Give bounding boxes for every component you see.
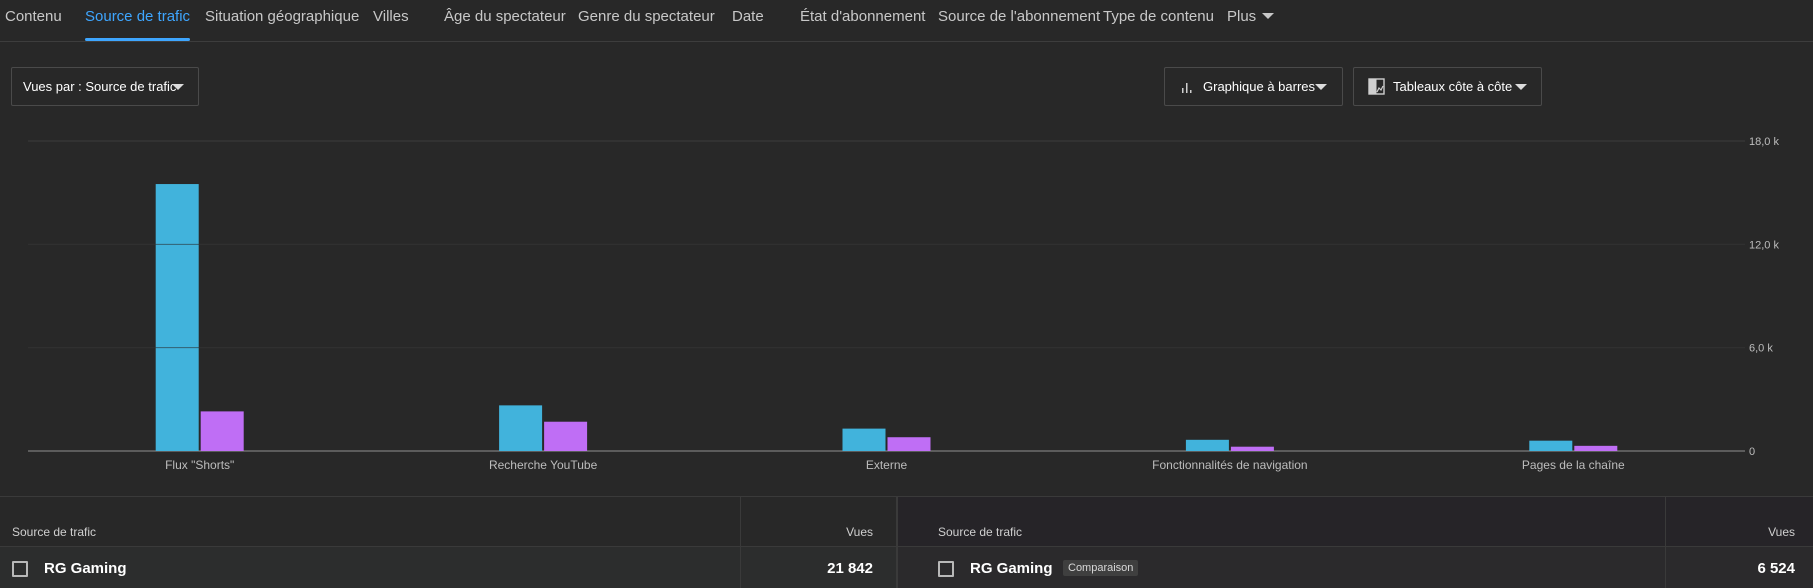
bar-comparison	[1230, 446, 1274, 451]
tab-plus-label: Plus	[1227, 8, 1257, 25]
chevron-down-icon	[1515, 84, 1527, 90]
bar-comparison	[200, 411, 244, 451]
tab-contenu[interactable]: Contenu	[5, 8, 62, 25]
chart-type-label: Graphique à barres	[1203, 79, 1316, 94]
x-category-label: Recherche YouTube	[489, 458, 598, 472]
tab-type-de-contenu[interactable]: Type de contenu	[1103, 8, 1214, 25]
bar-primary	[1185, 439, 1229, 451]
tab-age-du-spectateur[interactable]: Âge du spectateur	[444, 8, 566, 25]
main-table: Source de trafic Vues RG Gaming 21 842	[0, 497, 897, 588]
bar-comparison	[887, 437, 931, 451]
y-tick-label: 12,0 k	[1749, 239, 1779, 251]
tab-bar: Contenu Source de trafic Situation géogr…	[0, 0, 1813, 42]
header-source[interactable]: Source de trafic	[938, 525, 1023, 539]
chevron-down-icon	[172, 84, 184, 90]
row-channel-name: RG Gaming	[44, 560, 127, 577]
bar-comparison	[544, 421, 588, 451]
tab-source-abonnement[interactable]: Source de l'abonnement	[938, 8, 1101, 25]
y-tick-label: 18,0 k	[1749, 136, 1779, 148]
tab-genre-du-spectateur[interactable]: Genre du spectateur	[578, 8, 715, 25]
tab-etat-abonnement[interactable]: État d'abonnement	[800, 8, 926, 25]
y-tick-label: 6,0 k	[1749, 343, 1773, 355]
view-by-dropdown[interactable]: Vues par : Source de trafic	[11, 67, 199, 106]
x-category-label: Pages de la chaîne	[1522, 458, 1625, 472]
comparison-badge: Comparaison	[1063, 560, 1139, 576]
table-row	[898, 546, 1813, 588]
table-divider	[896, 497, 898, 588]
header-views[interactable]: Vues	[1768, 525, 1795, 539]
row-checkbox[interactable]	[12, 561, 28, 577]
column-separator	[1665, 497, 1666, 588]
chart-type-dropdown[interactable]: Graphique à barres	[1164, 67, 1343, 106]
bar-primary	[1529, 440, 1573, 451]
tab-source-de-trafic[interactable]: Source de trafic	[85, 0, 191, 42]
x-category-label: Externe	[866, 458, 908, 472]
tab-situation-geographique[interactable]: Situation géographique	[205, 8, 360, 25]
tab-date[interactable]: Date	[732, 8, 764, 25]
header-views[interactable]: Vues	[846, 525, 873, 539]
chevron-down-icon	[1315, 84, 1327, 90]
traffic-source-bar-chart: 0 6,0 k 12,0 k 18,0 k Flux "Shorts" Recherche…	[28, 136, 1779, 472]
row-checkbox[interactable]	[938, 561, 954, 577]
header-source[interactable]: Source de trafic	[12, 525, 97, 539]
comparison-table: Source de trafic Vues RG Gaming Comparai…	[898, 497, 1813, 588]
bar-chart-icon	[1182, 83, 1192, 93]
x-category-label: Fonctionnalités de navigation	[1152, 458, 1307, 472]
row-views: 21 842	[827, 560, 873, 577]
table-row	[0, 546, 897, 588]
tab-plus[interactable]: Plus	[1227, 0, 1275, 42]
bar-primary	[842, 428, 886, 451]
row-views: 6 524	[1757, 560, 1795, 577]
bar-primary	[155, 184, 199, 452]
tab-villes[interactable]: Villes	[373, 8, 409, 25]
comparison-tables: Source de trafic Vues RG Gaming 21 842 S…	[0, 496, 1813, 588]
bar-comparison	[1574, 445, 1618, 451]
x-category-label: Flux "Shorts"	[165, 458, 234, 472]
side-by-side-icon	[1368, 78, 1385, 95]
column-separator	[740, 497, 741, 588]
layout-dropdown[interactable]: Tableaux côte à côte	[1353, 67, 1542, 106]
view-by-label: Vues par : Source de trafic	[23, 79, 177, 94]
row-channel-name: RG Gaming	[970, 560, 1053, 577]
bar-primary	[499, 405, 543, 451]
chevron-down-icon	[1262, 12, 1275, 19]
layout-label: Tableaux côte à côte	[1393, 79, 1513, 94]
y-tick-label: 0	[1749, 446, 1755, 458]
